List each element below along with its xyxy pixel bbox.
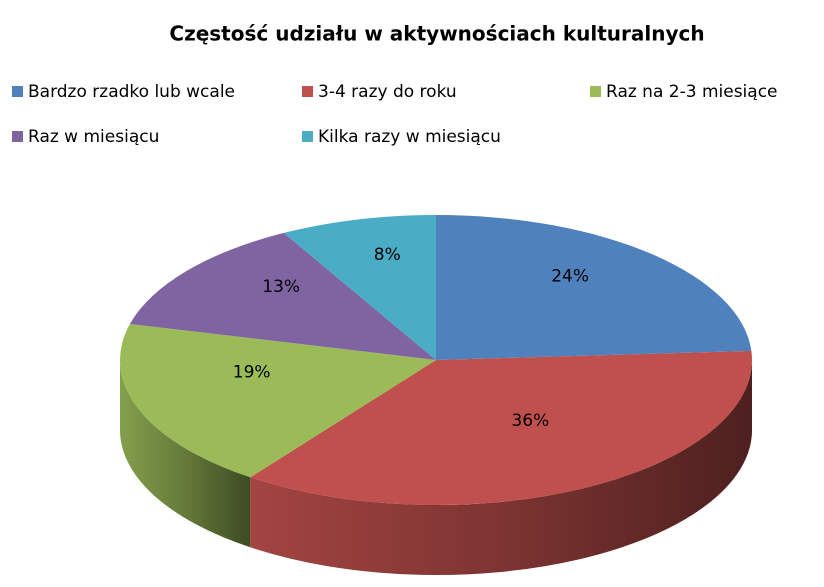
slice [283,215,436,360]
legend-label: Raz na 2-3 miesiące [606,82,778,102]
value-label: 13% [262,277,300,297]
value-label: 24% [551,266,589,286]
legend-label: Raz w miesiącu [28,127,159,147]
legend-label: 3-4 razy do roku [318,82,457,102]
slice [120,323,436,478]
slice [436,215,752,360]
legend-swatch [12,131,23,142]
slice-side-shade [250,360,752,575]
value-label: 19% [233,362,271,382]
legend-label: Bardzo rzadko lub wcale [28,82,235,102]
slice-side-shade [120,360,251,548]
legend-swatch [590,86,601,97]
legend-swatch [12,86,23,97]
legend-swatch [302,131,313,142]
legend-swatch [302,86,313,97]
slice [129,232,436,360]
slice [250,350,752,506]
chart-title: Częstość udziału w aktywnościach kultura… [169,22,704,46]
legend-label: Kilka razy w miesiącu [318,127,501,147]
value-label: 8% [374,245,401,265]
value-label: 36% [511,411,549,431]
